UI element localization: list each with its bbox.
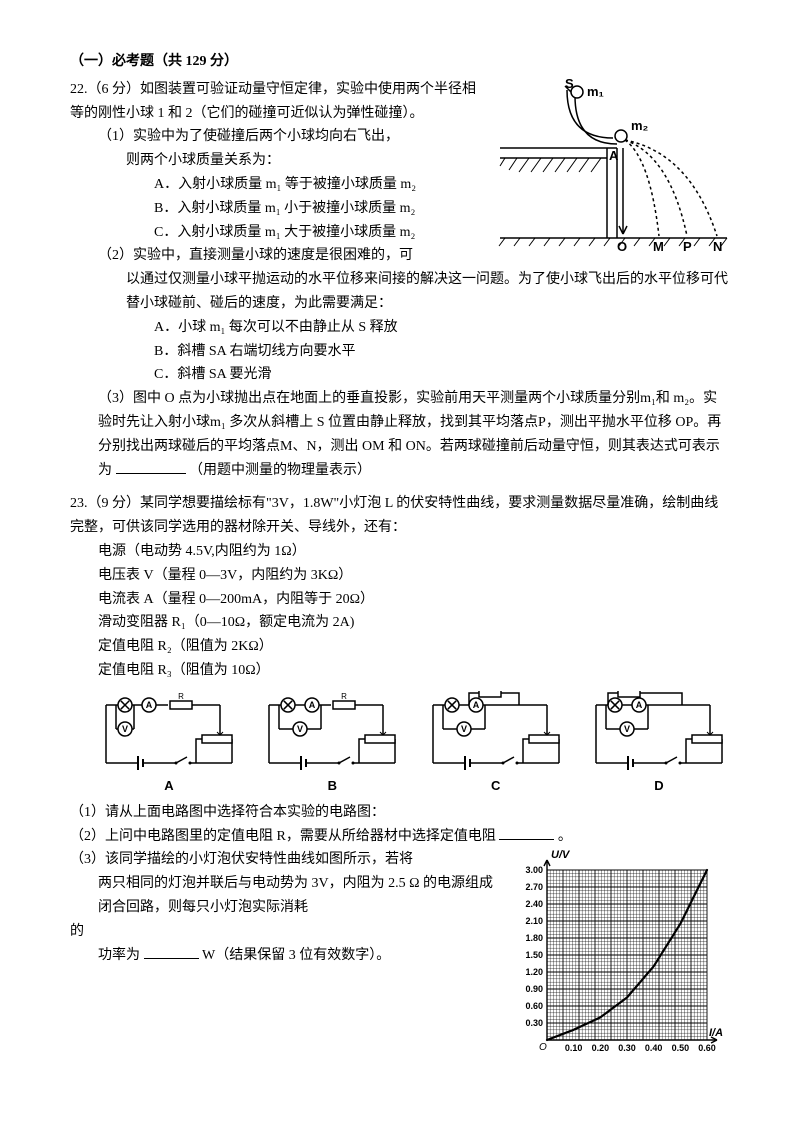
- svg-text:0.30: 0.30: [525, 1018, 543, 1028]
- q23-sub3-l3b: 功率为: [98, 948, 140, 963]
- svg-text:0.40: 0.40: [645, 1043, 663, 1053]
- svg-text:0.30: 0.30: [618, 1043, 636, 1053]
- label-n: N: [713, 239, 722, 253]
- label-s: S: [565, 78, 574, 91]
- svg-text:R: R: [341, 692, 347, 701]
- circuit-label-c: C: [425, 775, 567, 797]
- q22-figure: S m₁ m₂ A O M P N: [495, 78, 730, 253]
- q22-p2-l2: 以通过仅测量小球平抛运动的水平位移来间接的解决这一问题。为了使小球飞出后的水平位…: [70, 268, 730, 316]
- circuit-label-b: B: [261, 775, 403, 797]
- problem-22: S m₁ m₂ A O M P N 22.（6 分）如图装置可验证动量守恒定律，…: [70, 78, 730, 483]
- svg-text:A: A: [472, 700, 479, 710]
- svg-text:0.60: 0.60: [698, 1043, 716, 1053]
- q23-sub2-blank[interactable]: [499, 825, 554, 840]
- q23-item-0: 电源（电动势 4.5V,内阻约为 1Ω）: [70, 540, 730, 564]
- svg-text:0.90: 0.90: [525, 984, 543, 994]
- q23-sub1: （1）请从上面电路图中选择符合本实验的电路图：: [70, 801, 730, 825]
- label-m: M: [653, 239, 664, 253]
- label-o: O: [617, 239, 627, 253]
- svg-text:O: O: [539, 1042, 547, 1053]
- circuit-b: A R V B: [261, 691, 403, 797]
- q23-sub2-text: （2）上问中电路图里的定值电阻 R，需要从所给器材中选择定值电阻: [70, 829, 496, 844]
- q23-item-4: 定值电阻 R₂（阻值为 2KΩ）: [70, 635, 730, 659]
- q22-p3: （3）图中 O 点为小球抛出点在地面上的垂直投影，实验前用天平测量两个小球质量分…: [70, 387, 730, 482]
- q23-sub2: （2）上问中电路图里的定值电阻 R，需要从所给器材中选择定值电阻 。: [70, 825, 730, 849]
- q23-sub3-blank[interactable]: [144, 944, 199, 959]
- svg-text:1.80: 1.80: [525, 933, 543, 943]
- q23-item-3: 滑动变阻器 R₁（0—10Ω，额定电流为 2A): [70, 611, 730, 635]
- q22-p2-c: C．斜槽 SA 要光滑: [70, 363, 730, 387]
- svg-text:0.10: 0.10: [565, 1043, 583, 1053]
- svg-text:V: V: [624, 724, 630, 734]
- svg-text:0.60: 0.60: [525, 1001, 543, 1011]
- svg-text:U/V: U/V: [551, 849, 571, 861]
- q23-item-5: 定值电阻 R₃（阻值为 10Ω）: [70, 659, 730, 683]
- problem-23: 23.（9 分）某同学想要描绘标有"3V，1.8W"小灯泡 L 的伏安特性曲线，…: [70, 492, 730, 1067]
- q23-graph: 0.30 0.60 0.90 1.20 1.50 1.80 2.10 2.40 2.70 3.00…: [505, 848, 730, 1063]
- svg-text:A: A: [146, 700, 153, 710]
- circuit-c: ARV C: [425, 691, 567, 797]
- svg-text:I/A: I/A: [709, 1027, 723, 1039]
- circuit-d: ARV D: [588, 691, 730, 797]
- q23-sub3-l3c: W（结果保留 3 位有效数字）。: [202, 948, 390, 963]
- q22-p2-b: B．斜槽 SA 右端切线方向要水平: [70, 340, 730, 364]
- circuit-row: A R V A A R V B ARV C ARV D: [98, 691, 730, 797]
- label-a: A: [609, 148, 619, 163]
- q22-p2-a: A．小球 m₁ 每次可以不由静止从 S 释放: [70, 316, 730, 340]
- svg-text:3.00: 3.00: [525, 865, 543, 875]
- svg-text:A: A: [636, 700, 643, 710]
- svg-text:V: V: [297, 724, 303, 734]
- q22-p3-tail: （用题中测量的物理量表示）: [189, 463, 371, 478]
- svg-text:V: V: [122, 724, 128, 734]
- svg-text:2.70: 2.70: [525, 882, 543, 892]
- q23-item-2: 电流表 A（量程 0—200mA，内阻等于 20Ω）: [70, 588, 730, 612]
- svg-text:1.20: 1.20: [525, 967, 543, 977]
- svg-text:1.50: 1.50: [525, 950, 543, 960]
- label-m2: m₂: [631, 118, 649, 133]
- q22-p3-blank[interactable]: [116, 459, 186, 474]
- section-title: （一）必考题（共 129 分）: [70, 50, 730, 74]
- circuit-a: A R V A: [98, 691, 240, 797]
- svg-text:2.40: 2.40: [525, 899, 543, 909]
- q23-item-1: 电压表 V（量程 0—3V，内阻约为 3KΩ）: [70, 564, 730, 588]
- svg-text:V: V: [461, 724, 467, 734]
- q23-sub2-tail: 。: [558, 829, 572, 844]
- svg-text:0.50: 0.50: [672, 1043, 690, 1053]
- circuit-label-d: D: [588, 775, 730, 797]
- svg-text:0.20: 0.20: [592, 1043, 610, 1053]
- label-m1: m₁: [587, 84, 604, 99]
- svg-text:A: A: [309, 700, 316, 710]
- svg-text:2.10: 2.10: [525, 916, 543, 926]
- svg-text:R: R: [178, 692, 184, 701]
- label-p: P: [683, 239, 692, 253]
- q23-header: 23.（9 分）某同学想要描绘标有"3V，1.8W"小灯泡 L 的伏安特性曲线，…: [70, 492, 730, 540]
- circuit-label-a: A: [98, 775, 240, 797]
